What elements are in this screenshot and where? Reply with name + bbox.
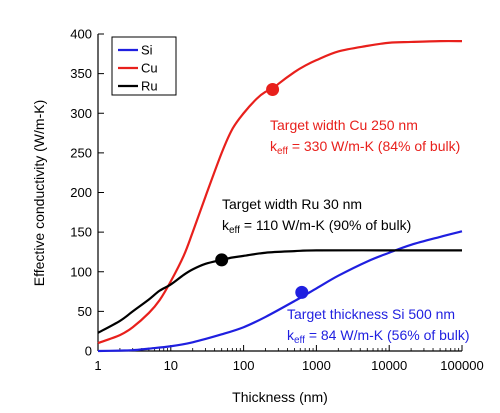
y-axis-label: Effective conductivity (W/m-K)	[31, 100, 47, 286]
series-line-ru	[97, 249, 462, 334]
marker-ru	[215, 253, 229, 267]
annotation-si-value: = 84 W/m-K (56% of bulk)	[305, 327, 470, 343]
legend-label-cu: Cu	[141, 61, 158, 76]
annotation-cu-value: = 330 W/m-K (84% of bulk)	[288, 138, 460, 154]
plot-area: 0 50 100 150 200 250 300 350 400 1 10 100 1000 10000…	[70, 27, 483, 374]
annotation-cu-line1: Target width Cu 250 nm	[270, 117, 418, 133]
x-tick-label: 10000	[371, 358, 407, 373]
marker-cu	[266, 82, 280, 96]
annotation-ru: Target width Ru 30 nm keff = 110 W/m-K (…	[222, 196, 411, 236]
y-tick-label: 150	[70, 225, 92, 240]
annotation-ru-line2: keff = 110 W/m-K (90% of bulk)	[222, 217, 411, 236]
annotation-si-k-sub: eff	[294, 335, 305, 346]
x-ticks: 1 10 100 1000 10000 100000	[94, 345, 484, 373]
y-tick-label: 350	[70, 66, 92, 81]
annotation-cu: Target width Cu 250 nm keff = 330 W/m-K …	[270, 117, 460, 157]
annotation-cu-k-sub: eff	[277, 146, 288, 157]
annotation-ru-k-sub: eff	[229, 225, 240, 236]
annotation-ru-line1: Target width Ru 30 nm	[222, 196, 362, 212]
y-tick-label: 300	[70, 106, 92, 121]
annotation-cu-k: k	[270, 138, 278, 154]
y-tick-label: 100	[70, 264, 92, 279]
x-axis-label: Thickness (nm)	[232, 389, 328, 405]
series-lines	[97, 39, 463, 353]
y-tick-label: 400	[70, 27, 92, 42]
legend-label-si: Si	[141, 43, 153, 58]
y-tick-label: 200	[70, 185, 92, 200]
marker-si	[295, 285, 309, 299]
series-line-cu	[97, 39, 463, 345]
annotation-si: Target thickness Si 500 nm keff = 84 W/m…	[287, 306, 470, 346]
markers	[215, 82, 309, 299]
legend-label-ru: Ru	[141, 79, 158, 94]
annotation-si-line2: keff = 84 W/m-K (56% of bulk)	[287, 327, 470, 346]
annotation-ru-value: = 110 W/m-K (90% of bulk)	[240, 217, 411, 233]
annotation-ru-k: k	[222, 217, 230, 233]
annotations: Target width Cu 250 nm keff = 330 W/m-K …	[222, 117, 470, 346]
x-tick-label: 1000	[302, 358, 331, 373]
y-tick-label: 50	[78, 304, 92, 319]
annotation-si-k: k	[287, 327, 295, 343]
legend-entries: Si Cu Ru	[118, 43, 158, 94]
y-tick-label: 250	[70, 145, 92, 160]
y-ticks: 0 50 100 150 200 250 300 350 400	[70, 27, 104, 359]
legend: Si Cu Ru	[111, 36, 177, 96]
x-tick-label: 10	[164, 358, 178, 373]
annotation-si-line1: Target thickness Si 500 nm	[287, 306, 455, 322]
y-tick-label: 0	[85, 344, 92, 359]
x-tick-label: 100	[233, 358, 255, 373]
x-tick-label: 1	[94, 358, 101, 373]
annotation-cu-line2: keff = 330 W/m-K (84% of bulk)	[270, 138, 460, 157]
x-tick-label: 100000	[440, 358, 483, 373]
